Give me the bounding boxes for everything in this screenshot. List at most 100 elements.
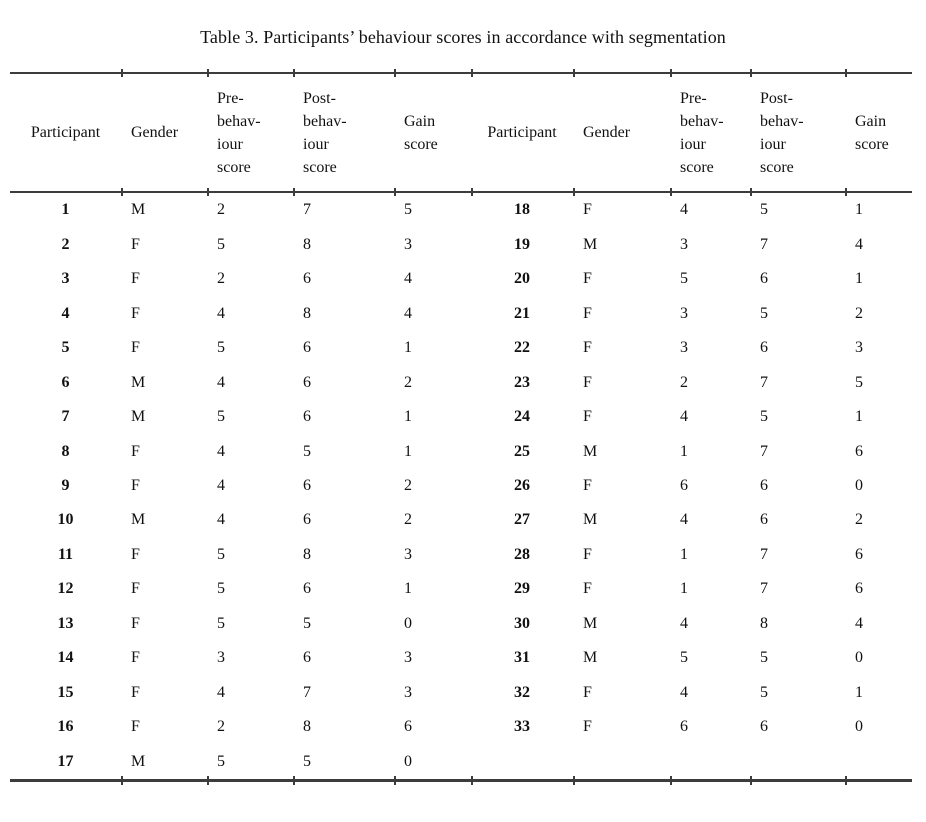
table-bottom-rule — [10, 776, 912, 785]
cell-gain-score-right: 0 — [855, 718, 863, 736]
cell-participant-right: 19 — [514, 235, 530, 253]
cell-post-score-right: 7 — [760, 580, 768, 598]
cell-gender-left: F — [131, 614, 140, 632]
cell-gender-right: F — [583, 373, 592, 391]
cell-participant-left: 1 — [61, 201, 70, 219]
column-boundary-tick — [670, 776, 672, 785]
cell-pre-score-right: 3 — [680, 304, 688, 322]
cell-pre-score-left: 4 — [217, 442, 225, 460]
cell-participant-right: 24 — [514, 408, 530, 426]
cell-gain-score-left: 3 — [404, 235, 412, 253]
cell-post-score-left: 7 — [303, 683, 311, 701]
cell-gender-left: F — [131, 339, 140, 357]
cell-pre-score-left: 5 — [217, 408, 225, 426]
cell-pre-score-left: 5 — [217, 614, 225, 632]
cell-participant-left: 7 — [61, 408, 70, 426]
scores-table-body: 1 M 2 7 5 18 F 4 5 1 2 F 5 8 3 19 M 3 7 4 3 F 2 6 4 20 F 5 6 1 4 F 4 8 4 21… — [10, 193, 912, 779]
cell-gain-score-left: 1 — [404, 442, 412, 460]
cell-post-score-right: 5 — [760, 683, 768, 701]
cell-post-score-right: 5 — [760, 304, 768, 322]
cell-gender-left: F — [131, 683, 140, 701]
cell-pre-score-right: 2 — [680, 373, 688, 391]
column-boundary-tick — [845, 188, 847, 196]
cell-participant-right: 25 — [514, 442, 530, 460]
cell-gain-score-left: 0 — [404, 752, 412, 770]
cell-gain-score-left: 6 — [404, 718, 412, 736]
cell-post-score-right: 6 — [760, 476, 768, 494]
column-boundary-tick — [670, 188, 672, 196]
cell-gain-score-left: 4 — [404, 270, 412, 288]
cell-pre-score-right: 6 — [680, 476, 688, 494]
cell-gender-left: M — [131, 201, 146, 219]
cell-post-score-left: 6 — [303, 270, 311, 288]
cell-pre-score-left: 3 — [217, 649, 225, 667]
table-caption: Table 3. Participants’ behaviour scores … — [200, 27, 726, 47]
cell-gender-right: M — [583, 235, 598, 253]
header-pre-score-left: Pre- behav- iour score — [217, 89, 261, 176]
cell-post-score-left: 7 — [303, 201, 311, 219]
cell-gain-score-left: 2 — [404, 511, 412, 529]
cell-participant-right: 23 — [514, 373, 530, 391]
cell-pre-score-right: 1 — [680, 442, 688, 460]
cell-gain-score-right: 2 — [855, 511, 863, 529]
cell-gain-score-right: 0 — [855, 649, 863, 667]
cell-post-score-right: 7 — [760, 442, 768, 460]
cell-gender-left: F — [131, 649, 140, 667]
cell-participant-right: 21 — [514, 304, 530, 322]
cell-gain-score-left: 1 — [404, 339, 412, 357]
column-boundary-tick — [121, 188, 123, 196]
cell-post-score-left: 6 — [303, 511, 311, 529]
cell-gender-right: M — [583, 442, 598, 460]
cell-gain-score-right: 4 — [855, 614, 863, 632]
cell-participant-right: 33 — [514, 718, 530, 736]
column-boundary-tick — [845, 69, 847, 77]
cell-post-score-right: 6 — [760, 718, 768, 736]
cell-gender-left: F — [131, 270, 140, 288]
cell-pre-score-left: 2 — [217, 270, 225, 288]
column-boundary-tick — [293, 69, 295, 77]
cell-pre-score-left: 4 — [217, 373, 225, 391]
cell-pre-score-left: 5 — [217, 339, 225, 357]
cell-gain-score-left: 3 — [404, 649, 412, 667]
cell-gender-right: M — [583, 511, 598, 529]
column-boundary-tick — [207, 188, 209, 196]
cell-gain-score-right: 6 — [855, 545, 863, 563]
cell-gender-right: F — [583, 683, 592, 701]
cell-participant-right: 22 — [514, 339, 530, 357]
cell-gender-right: F — [583, 718, 592, 736]
cell-gain-score-right: 0 — [855, 476, 863, 494]
cell-pre-score-right: 5 — [680, 270, 688, 288]
cell-post-score-left: 6 — [303, 580, 311, 598]
cell-participant-right: 31 — [514, 649, 530, 667]
cell-participant-right: 27 — [514, 511, 530, 529]
table-top-rule — [10, 69, 912, 77]
cell-pre-score-left: 5 — [217, 580, 225, 598]
table-header-rule — [10, 188, 912, 196]
column-boundary-tick — [121, 69, 123, 77]
cell-participant-left: 2 — [61, 235, 70, 253]
cell-pre-score-right: 3 — [680, 235, 688, 253]
cell-gender-right: F — [583, 304, 592, 322]
column-boundary-tick — [750, 69, 752, 77]
header-gender-left: Gender — [131, 124, 179, 141]
column-boundary-tick — [293, 776, 295, 785]
cell-gender-right: F — [583, 339, 592, 357]
cell-participant-left: 17 — [57, 752, 74, 770]
cell-pre-score-right: 6 — [680, 718, 688, 736]
cell-pre-score-left: 2 — [217, 201, 225, 219]
cell-gender-right: F — [583, 580, 592, 598]
cell-post-score-left: 8 — [303, 304, 311, 322]
cell-gain-score-right: 1 — [855, 270, 863, 288]
header-post-score-left: Post- behav- iour score — [303, 89, 347, 176]
cell-gain-score-left: 3 — [404, 545, 412, 563]
cell-pre-score-right: 4 — [680, 201, 688, 219]
cell-post-score-left: 6 — [303, 476, 311, 494]
cell-post-score-left: 8 — [303, 235, 311, 253]
cell-post-score-right: 6 — [760, 339, 768, 357]
cell-gain-score-right: 4 — [855, 235, 863, 253]
cell-participant-left: 5 — [61, 339, 70, 357]
cell-pre-score-left: 5 — [217, 545, 225, 563]
column-boundary-tick — [121, 776, 123, 785]
cell-gender-left: F — [131, 476, 140, 494]
